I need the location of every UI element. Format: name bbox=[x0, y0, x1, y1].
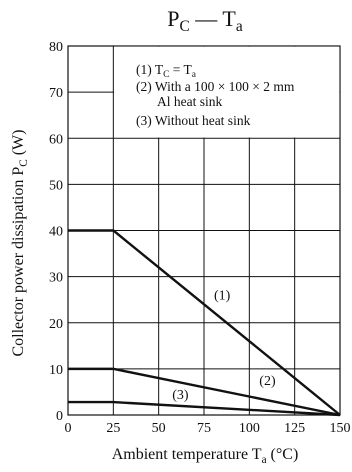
x-tick-label: 150 bbox=[330, 421, 351, 436]
series bbox=[68, 229, 341, 417]
y-tick-label: 40 bbox=[49, 225, 63, 240]
legend-line-1: (1) TC = Ta bbox=[136, 62, 197, 80]
y-tick-label: 70 bbox=[49, 86, 63, 101]
x-tick-label: 25 bbox=[106, 421, 120, 436]
legend: (1) TC = Ta (2) With a 100 × 100 × 2 mm … bbox=[136, 62, 295, 128]
x-tick-label: 50 bbox=[152, 421, 166, 436]
y-tick-label: 60 bbox=[49, 132, 63, 147]
series-line-1 bbox=[68, 229, 341, 416]
x-tick-label: 125 bbox=[284, 421, 305, 436]
y-tick-label: 80 bbox=[49, 40, 63, 55]
legend-line-3: Al heat sink bbox=[157, 94, 222, 109]
x-tick-label: 75 bbox=[197, 421, 211, 436]
y-tick-label: 20 bbox=[49, 317, 63, 332]
series-label-1: (1) bbox=[214, 289, 231, 304]
y-tick-label: 10 bbox=[49, 363, 63, 378]
x-tick-label: 100 bbox=[239, 421, 260, 436]
x-tick-label: 0 bbox=[65, 421, 72, 436]
y-axis-label: Collector power dissipation PC (W) bbox=[10, 130, 30, 357]
series-label-2: (2) bbox=[259, 374, 276, 389]
y-tick-label: 50 bbox=[49, 178, 63, 193]
series-label-3: (3) bbox=[172, 388, 189, 403]
y-tick-label: 0 bbox=[56, 409, 63, 424]
legend-line-2: (2) With a 100 × 100 × 2 mm bbox=[136, 79, 295, 94]
series-line-3 bbox=[68, 400, 341, 417]
tick-labels: 0 25 50 75 100 125 150 0 10 20 30 40 50 60 70 80 bbox=[49, 40, 351, 436]
y-tick-label: 30 bbox=[49, 271, 63, 286]
legend-line-4: (3) Without heat sink bbox=[136, 113, 251, 128]
x-axis-label: Ambient temperature Ta (°C) bbox=[112, 446, 299, 466]
series-line-2 bbox=[68, 367, 341, 417]
series-labels: (1) (2) (3) bbox=[172, 289, 276, 403]
legend-box bbox=[114, 46, 340, 138]
chart-title: PC — Ta bbox=[167, 6, 243, 35]
